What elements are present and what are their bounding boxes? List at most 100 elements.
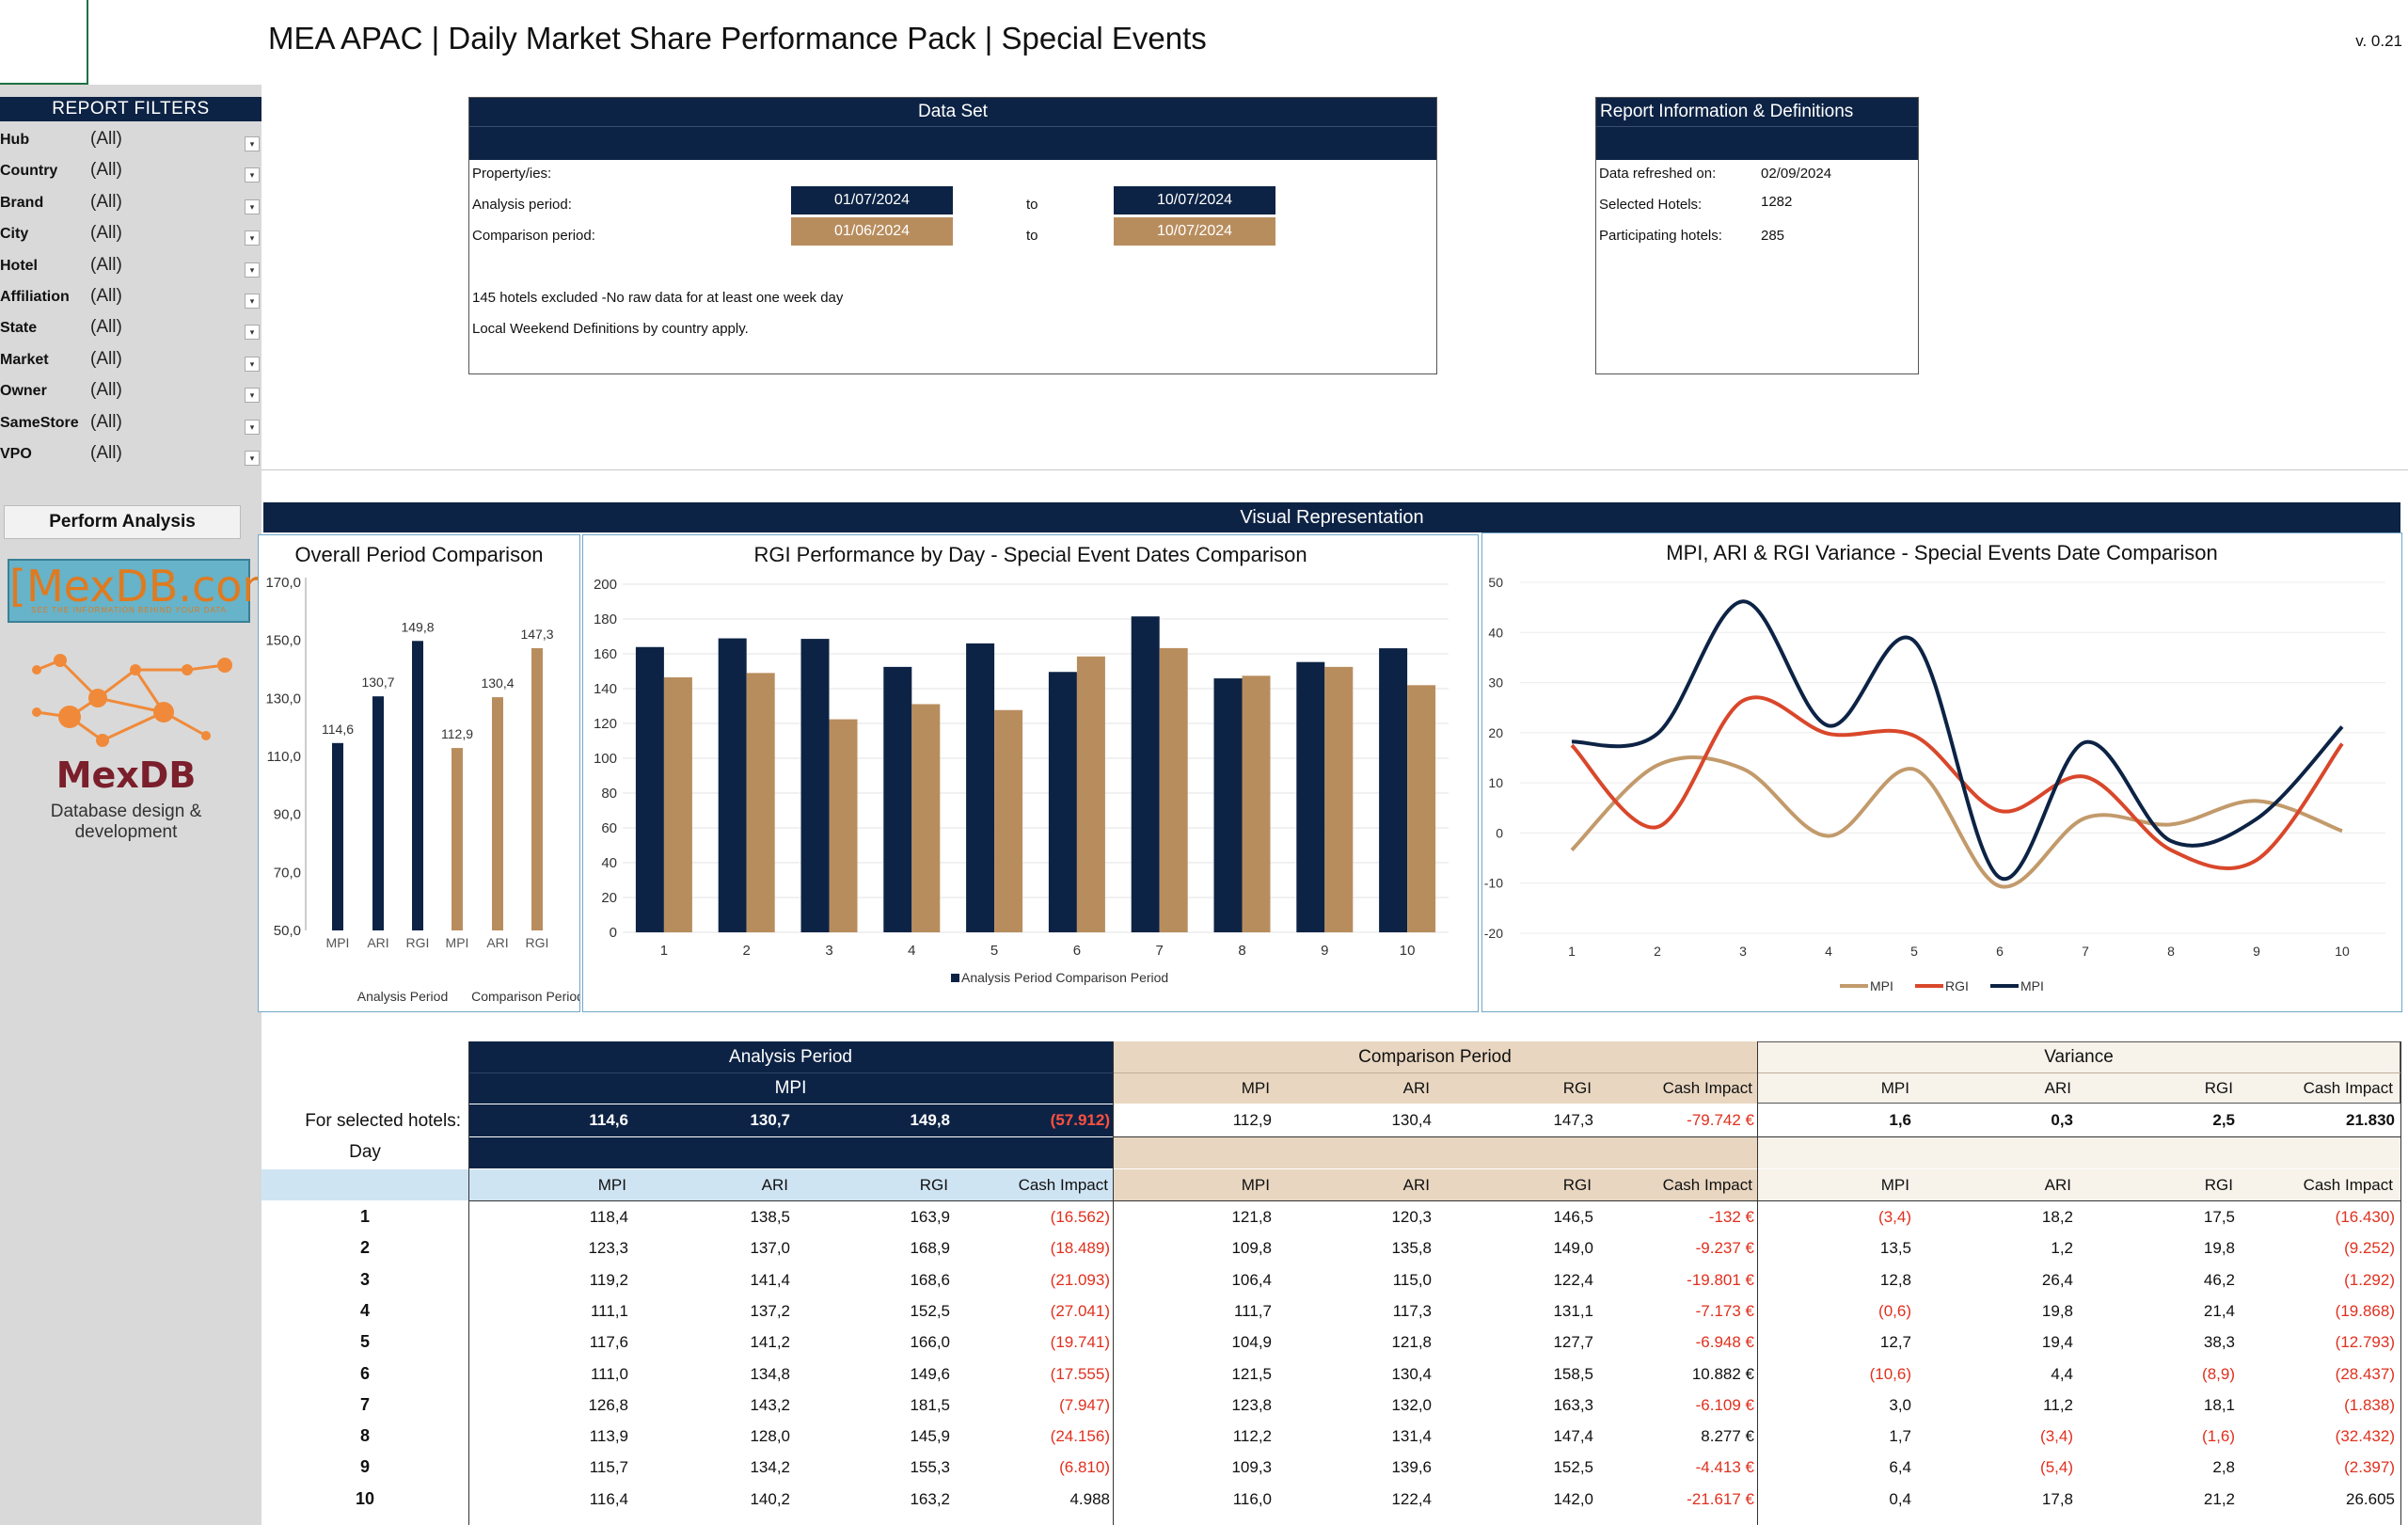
filter-value[interactable]: (All) <box>90 286 122 306</box>
filter-row-owner[interactable]: Owner (All) ▾ <box>0 376 261 407</box>
dropdown-arrow-icon[interactable]: ▾ <box>245 262 260 278</box>
analysis-cell: 115,7 <box>589 1458 628 1477</box>
dropdown-arrow-icon[interactable]: ▾ <box>245 294 260 309</box>
filter-value[interactable]: (All) <box>90 411 122 432</box>
y-tick-label: 50 <box>1488 575 1503 590</box>
y-tick-label: 200 <box>594 577 617 593</box>
y-tick-label: 90,0 <box>274 807 301 823</box>
dropdown-arrow-icon[interactable]: ▾ <box>245 419 260 435</box>
analysis-start-date[interactable]: 01/07/2024 <box>791 186 953 214</box>
col-header-analysis-ari: ARI <box>761 1176 788 1194</box>
y-tick-label: 80 <box>601 786 617 802</box>
dropdown-arrow-icon[interactable]: ▾ <box>245 388 260 404</box>
comparison-cell: 146,5 <box>1553 1208 1593 1226</box>
y-tick-label: 50,0 <box>274 923 301 939</box>
logo-name: MexDB <box>55 755 197 796</box>
filter-value[interactable]: (All) <box>90 254 122 275</box>
filter-value[interactable]: (All) <box>90 317 122 338</box>
dropdown-arrow-icon[interactable]: ▾ <box>245 325 260 341</box>
filter-row-state[interactable]: State (All) ▾ <box>0 313 261 344</box>
filter-row-hub[interactable]: Hub (All) ▾ <box>0 125 261 156</box>
analysis-cell: 138,5 <box>750 1208 790 1226</box>
analysis-period-label: Analysis period: <box>472 197 572 213</box>
filter-row-vpo[interactable]: VPO (All) ▾ <box>0 439 261 470</box>
filter-value[interactable]: (All) <box>90 160 122 181</box>
dropdown-arrow-icon[interactable]: ▾ <box>245 451 260 466</box>
data-label: 147,3 <box>520 627 553 642</box>
day-row-comparison-bg <box>1113 1137 1757 1168</box>
dropdown-arrow-icon[interactable]: ▾ <box>245 230 260 246</box>
comparison-cell: 131,1 <box>1553 1301 1593 1320</box>
legend-label: MPI <box>2020 978 2044 993</box>
dropdown-arrow-icon[interactable]: ▾ <box>245 199 260 214</box>
x-tick-label: 7 <box>2082 944 2089 959</box>
filter-row-affiliation[interactable]: Affiliation (All) ▾ <box>0 282 261 313</box>
filter-row-market[interactable]: Market (All) ▾ <box>0 345 261 376</box>
total-comparison-value: -79.742 € <box>1687 1111 1754 1129</box>
comparison-cell: 127,7 <box>1553 1333 1593 1352</box>
variance-cell: 2,8 <box>2212 1458 2235 1477</box>
selected-hotels-label: Selected Hotels: <box>1599 197 1703 213</box>
analysis-cell: 140,2 <box>750 1489 790 1508</box>
bar-analysis-day-7 <box>1131 616 1160 932</box>
variance-line-chart[interactable]: MPI, ARI & RGI Variance - Special Events… <box>1481 532 2402 1012</box>
comparison-cell: 10.882 € <box>1691 1364 1754 1383</box>
variance-cell: 17,5 <box>2203 1208 2235 1226</box>
table-row: 1 118,4 138,5 163,9 (16.562) 121,8 120,3 146,5 -… <box>261 1207 2400 1235</box>
analysis-end-date[interactable]: 10/07/2024 <box>1114 186 1275 214</box>
filter-row-samestore[interactable]: SameStore (All) ▾ <box>0 408 261 439</box>
comparison-cell: 121,8 <box>1231 1208 1272 1226</box>
analysis-cell: 168,6 <box>910 1270 950 1289</box>
perform-analysis-button[interactable]: Perform Analysis <box>4 505 241 539</box>
filter-value[interactable]: (All) <box>90 129 122 149</box>
filter-value[interactable]: (All) <box>90 348 122 369</box>
divider <box>468 1200 2400 1201</box>
variance-cell: (16.430) <box>2335 1208 2395 1226</box>
col-header-comparison-bg <box>1113 1169 1757 1200</box>
col-header-variance-cash-impact: Cash Impact <box>2303 1176 2393 1194</box>
table-row: 10 116,4 140,2 163,2 4.988 116,0 122,4 142,0 -21… <box>261 1489 2400 1517</box>
version-label: v. 0.21 <box>2355 32 2402 50</box>
rgi-by-day-chart[interactable]: RGI Performance by Day - Special Event D… <box>582 534 1479 1012</box>
x-tick-label: 8 <box>1238 943 1245 959</box>
variance-cell: (9.252) <box>2344 1239 2395 1258</box>
y-tick-label: 130,0 <box>265 691 301 707</box>
filter-row-brand[interactable]: Brand (All) ▾ <box>0 188 261 219</box>
col-header-analysis-cash-impact: Cash Impact <box>1018 1176 1108 1194</box>
dropdown-arrow-icon[interactable]: ▾ <box>245 167 260 183</box>
x-tick-label: 4 <box>908 943 915 959</box>
column-divider <box>1113 1041 1114 1525</box>
legend-label: Analysis Period Comparison Period <box>961 970 1168 985</box>
filter-value[interactable]: (All) <box>90 191 122 212</box>
chart-title: MPI, ARI & RGI Variance - Special Events… <box>1666 541 2218 564</box>
analysis-cell: 111,1 <box>590 1301 628 1320</box>
filter-row-hotel[interactable]: Hotel (All) ▾ <box>0 251 261 282</box>
comparison-cell: 121,5 <box>1231 1364 1272 1383</box>
analysis-cell: (24.156) <box>1050 1427 1110 1446</box>
active-cell[interactable] <box>0 0 88 85</box>
selected-hotels-value: 1282 <box>1761 194 1793 210</box>
dropdown-arrow-icon[interactable]: ▾ <box>245 356 260 372</box>
bar-mpi <box>452 748 463 930</box>
comparison-end-date[interactable]: 10/07/2024 <box>1114 217 1275 246</box>
y-tick-label: 160 <box>594 646 617 662</box>
dropdown-arrow-icon[interactable]: ▾ <box>245 136 260 151</box>
filter-value[interactable]: (All) <box>90 380 122 401</box>
selected-cell-area[interactable] <box>0 0 261 85</box>
x-tick-label: 10 <box>1400 943 1416 959</box>
bar-comparison-day-1 <box>663 676 692 932</box>
comparison-cell: -19.801 € <box>1687 1270 1754 1289</box>
mexdb-banner-logo[interactable]: [MexDB.com] SEE THE INFORMATION BEHIND Y… <box>8 559 301 623</box>
filter-row-city[interactable]: City (All) ▾ <box>0 219 261 250</box>
x-tick-label: 3 <box>825 943 832 959</box>
bar-comparison-day-2 <box>746 673 775 932</box>
comparison-cell: 116,0 <box>1232 1489 1272 1508</box>
divider <box>468 1072 1113 1073</box>
overall-period-chart[interactable]: Overall Period Comparison 170,0 150,0 130,… <box>258 534 580 1012</box>
filter-value[interactable]: (All) <box>90 443 122 463</box>
comparison-start-date[interactable]: 01/06/2024 <box>791 217 953 246</box>
variance-line-chart-svg: 50 40 30 20 10 0 -10 -20 1 2 3 4 5 6 7 8 9 10 MPI RGI MPI <box>1484 575 2385 993</box>
filter-name: Affiliation <box>0 289 70 305</box>
filter-value[interactable]: (All) <box>90 223 122 244</box>
filter-row-country[interactable]: Country (All) ▾ <box>0 156 261 187</box>
